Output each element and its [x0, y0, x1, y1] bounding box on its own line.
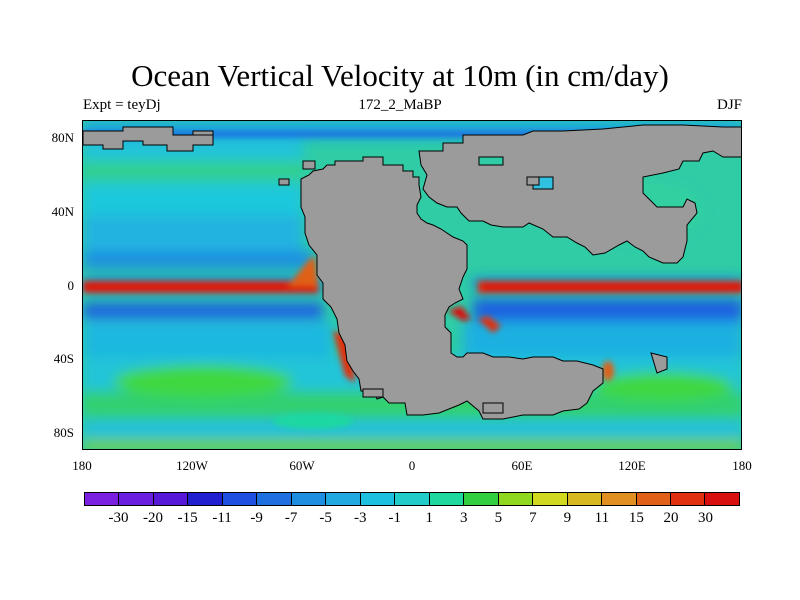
colorbar-swatch	[705, 493, 739, 505]
equatorial-upwelling	[83, 131, 741, 429]
colorbar-label: 15	[628, 510, 644, 526]
island	[302, 160, 316, 170]
season-label: DJF	[716, 97, 742, 113]
y-tick-label: 0	[67, 278, 75, 293]
colorbar-label: -7	[284, 510, 298, 526]
southeast-islet	[650, 352, 668, 374]
y-tick-label: 40N	[51, 204, 74, 219]
experiment-label: Expt = teyDj	[83, 97, 161, 113]
map-title: Ocean Vertical Velocity at 10m (in cm/da…	[131, 58, 669, 93]
map-canvas	[83, 121, 741, 449]
colorbar-swatch	[498, 493, 534, 505]
colorbar-swatch	[636, 493, 671, 505]
colorbar-label: 11	[594, 510, 610, 526]
colorbar-label: -20	[143, 510, 164, 526]
colorbar-label: 5	[494, 510, 503, 526]
colorbar-swatch	[567, 493, 603, 505]
colorbar-swatch	[360, 493, 396, 505]
colorbar-swatch	[670, 493, 706, 505]
time-label: 172_2_MaBP	[358, 97, 442, 113]
x-tick-label: 60E	[511, 458, 533, 473]
colorbar-swatch	[119, 493, 154, 505]
main-continent	[300, 156, 604, 420]
colorbar	[84, 492, 740, 506]
colorbar-label: 30	[697, 510, 713, 526]
x-tick-label: 120W	[176, 458, 208, 473]
colorbar-label: -9	[250, 510, 263, 526]
north-west-land	[83, 126, 214, 152]
colorbar-swatch	[533, 493, 568, 505]
colorbar-label: -11	[212, 510, 232, 526]
island	[278, 178, 290, 186]
velocity-field	[83, 121, 741, 449]
x-tick-label: 0	[408, 458, 416, 473]
inland-lake	[478, 156, 504, 166]
colorbar-swatch	[222, 493, 258, 505]
colorbar-label: -30	[108, 510, 129, 526]
south-land	[362, 388, 504, 414]
north-islet	[192, 130, 214, 136]
colorbar-label: 1	[425, 510, 434, 526]
x-tick-label: 60W	[289, 458, 315, 473]
y-tick-label: 40S	[53, 351, 74, 366]
colorbar-swatch	[429, 493, 465, 505]
colorbar-label: 9	[563, 510, 572, 526]
colorbar-swatch	[257, 493, 292, 505]
colorbar-swatch	[326, 493, 361, 505]
colorbar-swatch	[85, 493, 120, 505]
colorbar-label: 20	[663, 510, 679, 526]
y-tick-label: 80N	[51, 130, 74, 145]
colorbar-label: 7	[529, 510, 537, 526]
colorbar-label: 3	[460, 510, 468, 526]
island	[526, 176, 540, 186]
colorbar-swatch	[153, 493, 189, 505]
x-tick-label: 180	[732, 458, 752, 473]
colorbar-label: -5	[319, 510, 332, 526]
colorbar-label: -15	[177, 510, 198, 526]
colorbar-swatch	[464, 493, 499, 505]
velocity-map	[82, 120, 742, 450]
x-tick-label: 120E	[618, 458, 646, 473]
colorbar-swatch	[602, 493, 637, 505]
colorbar-label: -1	[388, 510, 401, 526]
colorbar-swatch	[291, 493, 327, 505]
colorbar-label: -3	[353, 510, 367, 526]
colorbar-swatch	[188, 493, 223, 505]
colorbar-swatch	[395, 493, 430, 505]
land-masses	[83, 124, 741, 420]
y-tick-label: 80S	[53, 425, 74, 440]
x-tick-label: 180	[72, 458, 92, 473]
